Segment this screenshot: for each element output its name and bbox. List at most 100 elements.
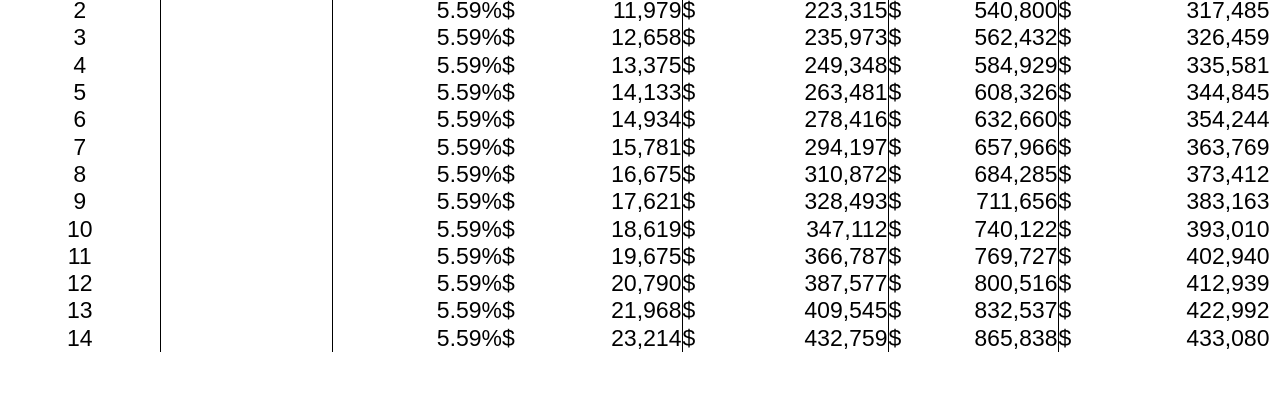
- currency-symbol: $: [502, 270, 515, 297]
- year-cell: 6: [0, 106, 161, 134]
- currency-symbol: $: [888, 188, 902, 215]
- amount-cell-4: 344,845: [1086, 78, 1280, 107]
- rate-cell: 5.59%: [436, 51, 502, 78]
- table-row: 11 5.59% $19,675 $366,787 $769,727 $402,940: [0, 242, 1280, 270]
- amount-cell-4: 373,412: [1086, 160, 1280, 189]
- year-cell: 2: [0, 0, 161, 25]
- amount-cell-2: 328,493: [718, 188, 889, 216]
- amount-cell-1: 11,979: [532, 0, 683, 25]
- currency-symbol: $: [888, 0, 902, 24]
- amount-cell-2: 278,416: [718, 106, 889, 134]
- currency-symbol: $: [502, 51, 515, 78]
- year-cell: 7: [0, 133, 161, 161]
- amount-cell-2: 263,481: [718, 78, 889, 107]
- amount-cell-4: 412,939: [1086, 269, 1280, 298]
- amount-cell-4: 354,244: [1086, 106, 1280, 134]
- currency-symbol: $: [682, 324, 696, 351]
- rate-cell: 5.59%: [436, 106, 502, 133]
- rate-cell: 5.59%: [436, 0, 502, 24]
- amount-cell-1: 19,675: [532, 242, 683, 270]
- table-body: 2 5.59% $11,979 $223,315 $540,800 $317,485 3 5.…: [0, 0, 1280, 352]
- amount-cell-4: 433,080: [1086, 324, 1280, 352]
- amount-cell-4: 326,459: [1086, 24, 1280, 52]
- currency-symbol: $: [502, 133, 515, 160]
- table-row: 12 5.59% $20,790 $387,577 $800,516 $412,939: [0, 269, 1280, 298]
- empty-cell: [160, 215, 333, 243]
- table-row: 3 5.59% $12,658 $235,973 $562,432 $326,459: [0, 24, 1280, 52]
- currency-symbol: $: [502, 160, 515, 187]
- currency-symbol: $: [682, 51, 696, 78]
- table-row: 9 5.59% $17,621 $328,493 $711,656 $383,163: [0, 188, 1280, 216]
- amount-cell-3: 800,516: [916, 269, 1059, 298]
- year-cell: 12: [0, 269, 161, 298]
- currency-symbol: $: [502, 297, 515, 324]
- amount-cell-3: 632,660: [916, 106, 1059, 134]
- currency-symbol: $: [1058, 24, 1072, 51]
- amount-cell-4: 402,940: [1086, 242, 1280, 270]
- rate-cell: 5.59%: [436, 188, 502, 215]
- empty-cell: [160, 133, 333, 161]
- amount-cell-2: 223,315: [718, 0, 889, 25]
- currency-symbol: $: [1058, 133, 1072, 160]
- currency-symbol: $: [682, 106, 696, 133]
- year-cell: 10: [0, 215, 161, 243]
- amount-cell-2: 366,787: [718, 242, 889, 270]
- currency-symbol: $: [1058, 297, 1072, 324]
- empty-cell: [160, 324, 333, 352]
- rate-cell: 5.59%: [436, 79, 502, 106]
- currency-symbol: $: [1058, 242, 1072, 269]
- amount-cell-3: 608,326: [916, 78, 1059, 107]
- currency-symbol: $: [888, 324, 902, 351]
- currency-symbol: $: [682, 160, 696, 187]
- amount-cell-2: 235,973: [718, 24, 889, 52]
- currency-symbol: $: [1058, 270, 1072, 297]
- rate-cell: 5.59%: [436, 270, 502, 297]
- empty-cell: [160, 188, 333, 216]
- table-row: 14 5.59% $23,214 $432,759 $865,838 $433,080: [0, 324, 1280, 352]
- currency-symbol: $: [682, 297, 696, 324]
- currency-symbol: $: [1058, 215, 1072, 242]
- amount-cell-1: 17,621: [532, 188, 683, 216]
- amount-cell-3: 832,537: [916, 297, 1059, 325]
- amount-cell-1: 23,214: [532, 324, 683, 352]
- currency-symbol: $: [682, 79, 696, 106]
- rate-cell: 5.59%: [436, 242, 502, 269]
- amount-cell-3: 865,838: [916, 324, 1059, 352]
- currency-symbol: $: [1058, 79, 1072, 106]
- amount-cell-4: 393,010: [1086, 215, 1280, 243]
- table-row: 8 5.59% $16,675 $310,872 $684,285 $373,412: [0, 160, 1280, 189]
- currency-symbol: $: [682, 270, 696, 297]
- currency-symbol: $: [502, 0, 515, 24]
- empty-cell: [160, 51, 333, 79]
- currency-symbol: $: [888, 270, 902, 297]
- amount-cell-2: 387,577: [718, 269, 889, 298]
- amount-cell-2: 432,759: [718, 324, 889, 352]
- currency-symbol: $: [888, 297, 902, 324]
- amount-cell-2: 409,545: [718, 297, 889, 325]
- currency-symbol: $: [682, 242, 696, 269]
- currency-symbol: $: [502, 188, 515, 215]
- currency-symbol: $: [502, 79, 515, 106]
- currency-symbol: $: [682, 188, 696, 215]
- empty-cell: [160, 269, 333, 298]
- currency-symbol: $: [888, 51, 902, 78]
- amount-cell-2: 249,348: [718, 51, 889, 79]
- currency-symbol: $: [888, 79, 902, 106]
- currency-symbol: $: [682, 24, 696, 51]
- amount-cell-1: 14,133: [532, 78, 683, 107]
- currency-symbol: $: [682, 0, 696, 24]
- year-cell: 14: [0, 324, 161, 352]
- year-cell: 5: [0, 78, 161, 107]
- empty-cell: [160, 242, 333, 270]
- amount-cell-4: 317,485: [1086, 0, 1280, 25]
- currency-symbol: $: [502, 215, 515, 242]
- table-row: 6 5.59% $14,934 $278,416 $632,660 $354,244: [0, 106, 1280, 134]
- rate-cell: 5.59%: [436, 215, 502, 242]
- rate-cell: 5.59%: [436, 24, 502, 51]
- currency-symbol: $: [502, 24, 515, 51]
- currency-symbol: $: [1058, 0, 1072, 24]
- amount-cell-1: 21,968: [532, 297, 683, 325]
- amount-cell-1: 18,619: [532, 215, 683, 243]
- currency-symbol: $: [502, 324, 515, 351]
- empty-cell: [160, 106, 333, 134]
